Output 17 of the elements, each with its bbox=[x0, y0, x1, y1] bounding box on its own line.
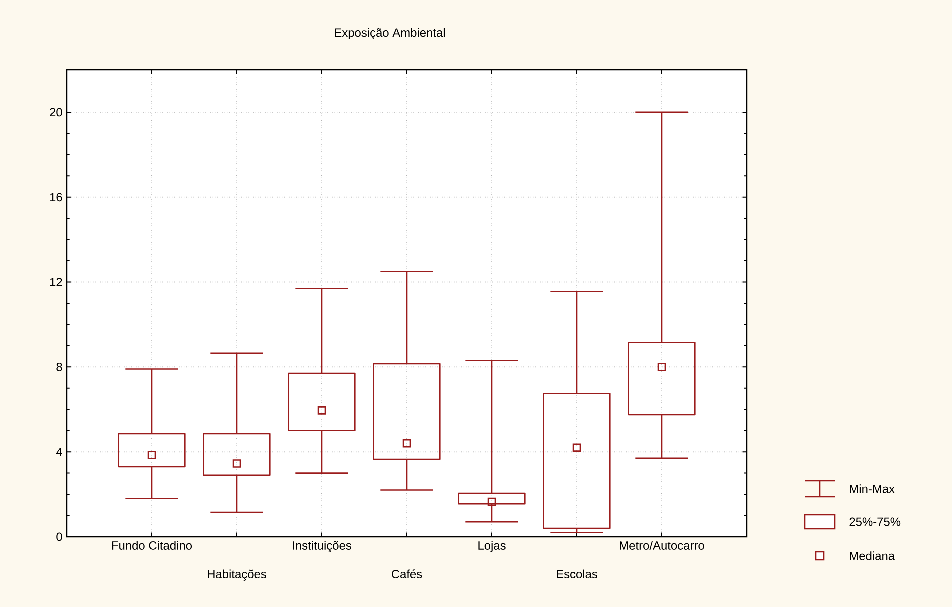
y-tick-label: 8 bbox=[56, 362, 62, 372]
text: 25%-75% bbox=[850, 518, 901, 526]
y-tick-label: 12 bbox=[50, 278, 62, 286]
x-tick-label: Instituições bbox=[293, 541, 352, 552]
x-tick-label: Habitações bbox=[208, 570, 266, 581]
x-tick-label: Fundo Citadino bbox=[112, 541, 192, 550]
x-tick-label: Lojas bbox=[478, 541, 506, 552]
x-tick-label: Metro/Autocarro bbox=[620, 541, 704, 550]
x-tick-label: Escolas bbox=[557, 570, 598, 579]
chart-title: Exposição Ambiental bbox=[335, 28, 446, 40]
text: Min-Max bbox=[850, 484, 895, 494]
y-tick-label: 4 bbox=[56, 448, 62, 456]
y-tick-label: 20 bbox=[50, 108, 62, 117]
x-tick-label: Cafés bbox=[392, 570, 422, 579]
text: Mediana bbox=[850, 552, 896, 560]
y-tick-label: 0 bbox=[56, 532, 62, 542]
y-tick-label: 16 bbox=[50, 193, 62, 202]
